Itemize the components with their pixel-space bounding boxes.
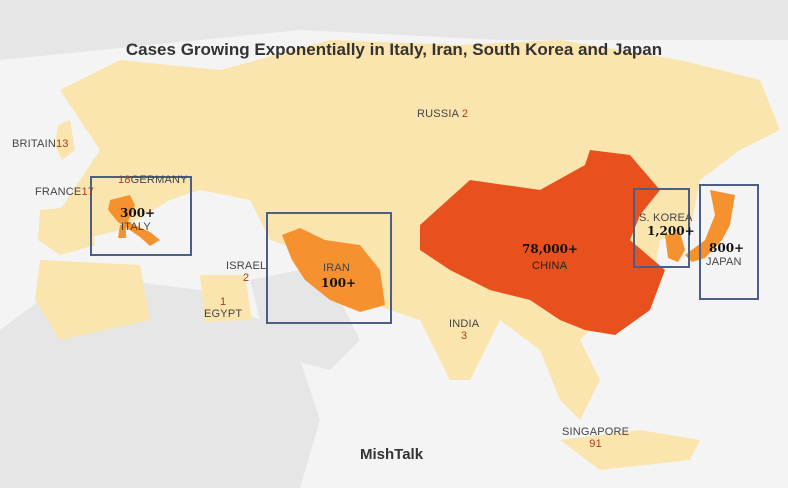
- label-germany: 18GERMANY: [118, 174, 188, 186]
- japan-name: JAPAN: [706, 256, 742, 268]
- china-count: 78,000+: [522, 242, 578, 256]
- china-shape: [420, 150, 665, 335]
- iran-highlight-box: [266, 212, 392, 324]
- credit-mishtalk: MishTalk: [360, 446, 424, 463]
- north-land: [0, 0, 788, 60]
- label-india: INDIA 3: [449, 318, 480, 342]
- iran-count: 100+: [321, 276, 357, 290]
- egypt-land: [200, 275, 252, 322]
- japan-highlight-box: [699, 184, 759, 300]
- indonesia-land: [560, 430, 700, 470]
- korea-name: S. KOREA: [639, 212, 693, 224]
- korea-count: 1,200+: [647, 224, 695, 238]
- north-africa-land: [35, 260, 150, 340]
- label-france: FRANCE17: [35, 186, 95, 198]
- japan-shape: [685, 190, 735, 262]
- britain-land: [55, 120, 75, 160]
- italy-shape: [108, 195, 160, 246]
- spain-land: [38, 205, 95, 255]
- japan-count: 800+: [709, 241, 745, 255]
- italy-highlight-box: [90, 176, 192, 256]
- korea-highlight-box: [633, 188, 690, 268]
- label-singapore: SINGAPORE 91: [562, 426, 630, 450]
- iran-shape: [282, 228, 385, 312]
- china-name: CHINA: [532, 260, 568, 272]
- label-israel: ISRAEL 2: [226, 260, 267, 284]
- italy-name: ITALY: [121, 221, 151, 233]
- map-title: Cases Growing Exponentially in Italy, Ir…: [125, 40, 663, 59]
- korea-shape: [665, 232, 685, 262]
- italy-count: 300+: [120, 206, 156, 220]
- label-russia: RUSSIA 2: [417, 108, 469, 120]
- iran-name: IRAN: [323, 262, 351, 274]
- label-britain: BRITAIN13: [12, 138, 69, 150]
- label-egypt: 1 EGYPT: [204, 296, 243, 320]
